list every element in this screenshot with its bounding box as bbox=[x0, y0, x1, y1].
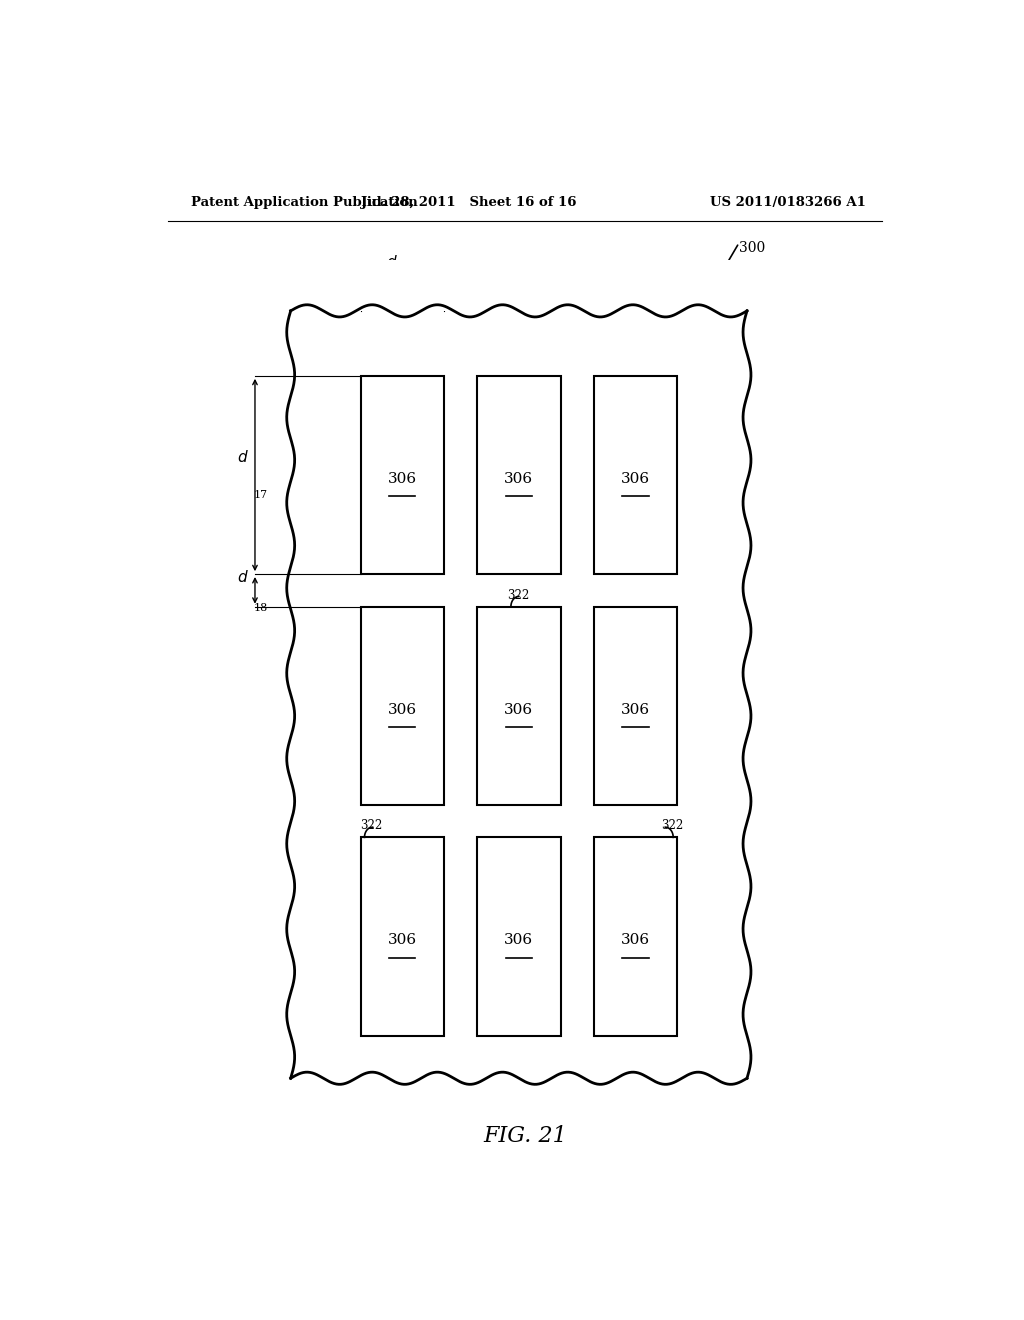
Text: 322: 322 bbox=[662, 820, 684, 833]
Text: 306: 306 bbox=[621, 473, 650, 486]
Text: 300: 300 bbox=[739, 240, 765, 255]
Bar bbox=[291, 260, 748, 312]
Text: 322: 322 bbox=[360, 820, 383, 833]
Text: 306: 306 bbox=[504, 933, 534, 948]
Text: 306: 306 bbox=[621, 702, 650, 717]
Bar bbox=[594, 837, 677, 1036]
Bar bbox=[594, 376, 677, 574]
Text: FIG. 21: FIG. 21 bbox=[483, 1125, 566, 1147]
Text: 322: 322 bbox=[507, 589, 529, 602]
Bar bbox=[594, 607, 677, 805]
Text: 302: 302 bbox=[501, 264, 527, 279]
Bar bbox=[360, 376, 443, 574]
Text: 18: 18 bbox=[253, 602, 267, 612]
Text: $d$: $d$ bbox=[237, 569, 249, 585]
Bar bbox=[477, 837, 560, 1036]
Text: 306: 306 bbox=[504, 473, 534, 486]
Text: $d$: $d$ bbox=[386, 255, 398, 271]
Text: 17: 17 bbox=[253, 490, 267, 500]
Text: $d$: $d$ bbox=[237, 449, 249, 465]
Text: Jul. 28, 2011   Sheet 16 of 16: Jul. 28, 2011 Sheet 16 of 16 bbox=[361, 195, 577, 209]
Text: 306: 306 bbox=[504, 702, 534, 717]
Text: 306: 306 bbox=[388, 702, 417, 717]
Text: 306: 306 bbox=[388, 473, 417, 486]
Bar bbox=[477, 607, 560, 805]
Bar bbox=[477, 376, 560, 574]
Text: Patent Application Publication: Patent Application Publication bbox=[191, 195, 418, 209]
Text: 19: 19 bbox=[403, 265, 418, 276]
Text: 306: 306 bbox=[621, 933, 650, 948]
Bar bbox=[360, 837, 443, 1036]
Text: 306: 306 bbox=[388, 933, 417, 948]
Text: US 2011/0183266 A1: US 2011/0183266 A1 bbox=[711, 195, 866, 209]
Bar bbox=[360, 607, 443, 805]
